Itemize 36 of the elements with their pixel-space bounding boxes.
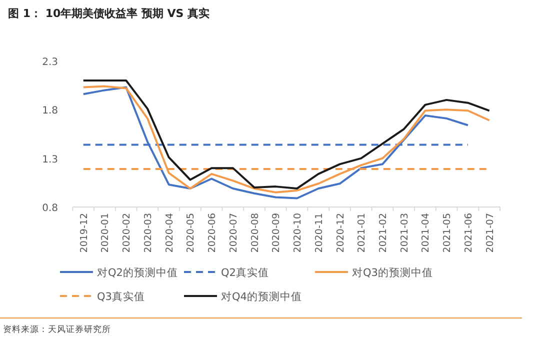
x-tick-label: 2020-09 (271, 213, 282, 253)
y-tick-label: 0.8 (42, 203, 58, 214)
x-tick-label: 2020-12 (335, 213, 346, 253)
x-tick-label: 2020-02 (122, 213, 133, 253)
x-tick-label: 2020-11 (314, 213, 325, 253)
x-tick-label: 2020-06 (207, 213, 218, 253)
x-tick-label: 2020-05 (186, 213, 197, 253)
x-tick-label: 2020-07 (228, 213, 240, 253)
x-tick-label: 2021-07 (484, 213, 496, 253)
x-tick-label: 2020-03 (142, 213, 154, 253)
x-tick-label: 2021-06 (463, 213, 474, 253)
x-tick-label: 2020-08 (250, 213, 261, 253)
legend-label: 对Q4的预测中值 (221, 290, 302, 303)
chart-title: 图 1： 10年期美债收益率 预期 VS 真实 (8, 7, 210, 20)
x-tick-label: 2021-04 (420, 213, 432, 253)
text: 资料来源：天风证券研究所 (3, 324, 111, 335)
legend-item: Q2真实值 (184, 267, 269, 279)
y-tick-label: 1.8 (42, 106, 58, 117)
legend-label: Q2真实值 (221, 266, 269, 279)
x-tick-label: 2021-05 (442, 213, 454, 253)
legend-label: 对Q2的预测中值 (97, 266, 178, 279)
y-tick-label: 1.3 (42, 154, 58, 166)
x-tick-label: 2020-10 (292, 213, 304, 253)
legend-item: 对Q2的预测中值 (60, 267, 178, 279)
y-tick-label: 2.3 (42, 57, 58, 68)
legend-item: Q3真实值 (60, 291, 145, 303)
x-tick-label: 2021-03 (399, 213, 410, 253)
x-tick-label: 2021-02 (378, 213, 389, 253)
x-tick-label: 2020-01 (100, 213, 112, 253)
x-tick-label: 2020-04 (164, 213, 176, 253)
x-tick-label: 2019-12 (78, 213, 90, 253)
legend-item: 对Q4的预测中值 (184, 291, 302, 303)
x-tick-label: 2021-01 (356, 213, 368, 253)
legend-label: Q3真实值 (97, 290, 145, 303)
legend-item: 对Q3的预测中值 (315, 267, 433, 279)
legend-label: 对Q3的预测中值 (352, 266, 433, 279)
